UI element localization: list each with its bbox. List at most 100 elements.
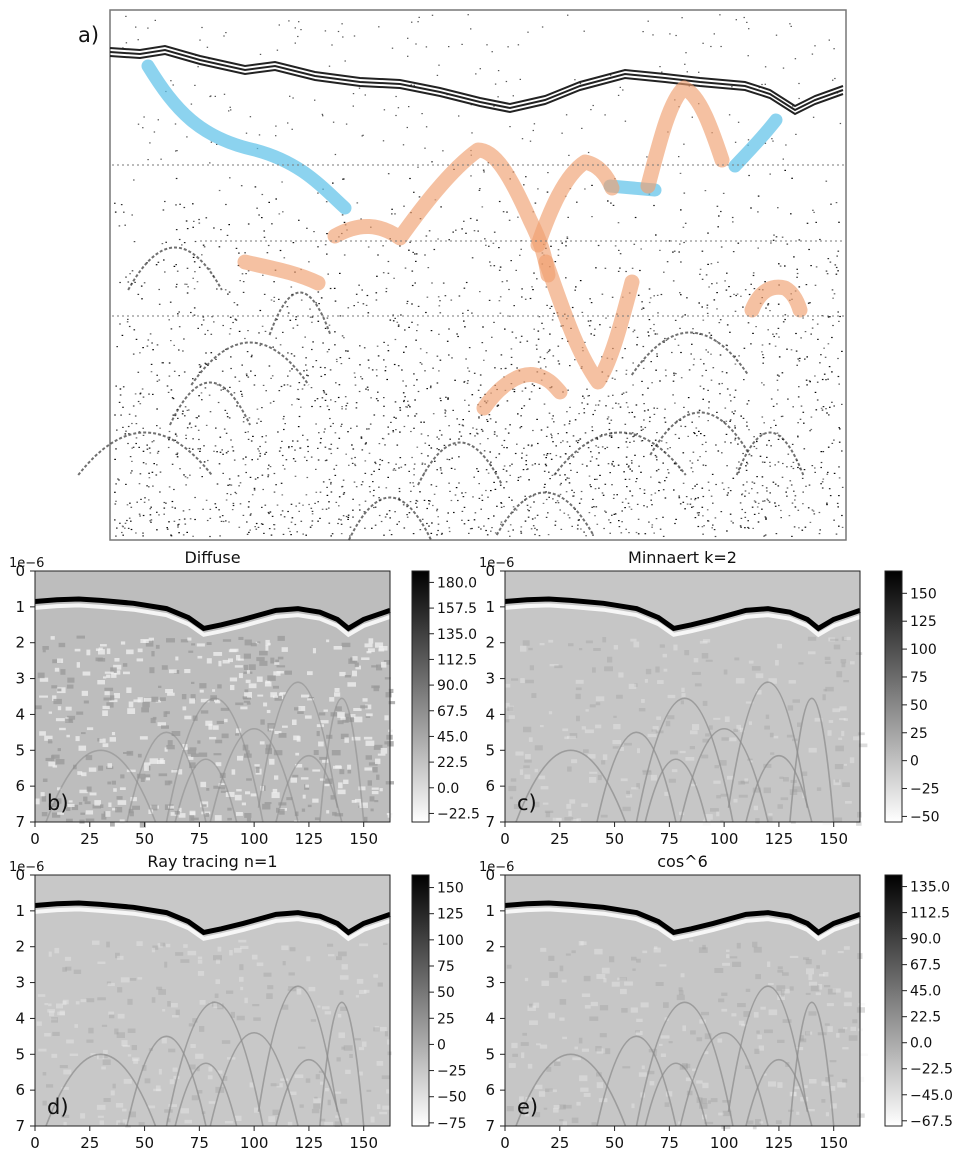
clutter-cell (189, 698, 195, 704)
speckle-dot (777, 485, 780, 487)
clutter-cell (699, 1103, 708, 1109)
speckle-dot (133, 241, 136, 243)
speckle-dot (680, 351, 682, 354)
clutter-cell (857, 732, 865, 736)
y-tick-label: 3 (485, 670, 495, 688)
speckle-dot (773, 419, 775, 421)
speckle-dot (531, 383, 534, 385)
speckle-dot (205, 363, 207, 365)
speckle-dot (685, 52, 687, 54)
clutter-cell (267, 675, 276, 681)
clutter-cell (244, 639, 252, 646)
speckle-dot (777, 389, 779, 391)
speckle-dot (121, 531, 123, 534)
clutter-cell (239, 976, 244, 982)
clutter-cell (137, 697, 143, 703)
clutter-cell (808, 1011, 817, 1016)
speckle-dot (547, 512, 549, 514)
speckle-dot (500, 368, 502, 370)
speckle-dot (621, 510, 623, 512)
clutter-cell (110, 821, 115, 827)
speckle-dot (337, 396, 340, 399)
clutter-cell (80, 812, 85, 815)
speckle-dot (626, 486, 628, 488)
clutter-cell (249, 1082, 255, 1088)
speckle-dot (151, 342, 153, 344)
speckle-dot (533, 328, 535, 330)
speckle-dot (183, 474, 185, 476)
speckle-dot (534, 202, 537, 204)
speckle-dot (623, 471, 625, 473)
speckle-dot (510, 356, 513, 358)
speckle-dot (610, 202, 612, 204)
speckle-dot (182, 534, 185, 536)
speckle-dot (569, 365, 571, 367)
x-tick-label: 75 (660, 1134, 679, 1152)
speckle-dot (317, 447, 319, 449)
diffraction-hyperbola (174, 758, 238, 823)
diffraction-hyperbola (257, 681, 339, 808)
speckle-dot (528, 510, 530, 512)
speckle-dot (734, 310, 737, 312)
speckle-dot (194, 518, 196, 521)
clutter-cell (340, 1006, 348, 1011)
speckle-dot (655, 456, 658, 458)
speckle-dot (836, 502, 839, 504)
clutter-cell (351, 800, 357, 803)
speckle-dot (621, 521, 623, 523)
speckle-dot (841, 450, 843, 452)
speckle-dot (168, 521, 170, 523)
speckle-dot (247, 431, 249, 433)
speckle-dot (149, 508, 152, 510)
surface-echo (504, 596, 861, 632)
speckle-dot (565, 432, 568, 434)
clutter-cell (365, 704, 372, 710)
speckle-dot (360, 218, 362, 220)
speckle-dot (770, 445, 772, 447)
speckle-dot (671, 351, 673, 354)
speckle-dot (281, 494, 284, 496)
speckle-dot (477, 470, 480, 472)
colorbar-tick-label: 90.0 (437, 678, 468, 694)
speckle-dot (559, 474, 561, 476)
speckle-dot (419, 348, 422, 350)
speckle-dot (364, 527, 366, 529)
speckle-dot (692, 506, 695, 508)
y-tick-label: 7 (15, 1117, 25, 1135)
speckle-dot (351, 462, 354, 464)
speckle-dot (200, 392, 203, 394)
speckle-dot (478, 189, 481, 191)
clutter-cell (823, 688, 827, 692)
speckle-dot (119, 522, 121, 524)
speckle-dot (314, 99, 316, 101)
speckle-dot (594, 515, 596, 517)
clutter-cell (281, 1004, 289, 1010)
speckle-dot (166, 385, 169, 387)
speckle-dot (767, 303, 770, 305)
speckle-dot (690, 467, 693, 469)
speckle-dot (568, 477, 570, 479)
speckle-dot (531, 464, 534, 466)
speckle-dot (291, 517, 294, 519)
speckle-dot (206, 46, 209, 48)
speckle-dot (743, 16, 745, 19)
clutter-cell (808, 981, 818, 986)
clutter-cell (347, 682, 356, 687)
clutter-cell (599, 1033, 607, 1038)
clutter-cell (379, 646, 388, 651)
clutter-cell (213, 753, 222, 756)
speckle-dot (185, 220, 188, 222)
speckle-dot (536, 348, 538, 350)
speckle-dot (486, 420, 489, 422)
speckle-dot (421, 363, 423, 365)
speckle-dot (533, 385, 535, 387)
speckle-dot (720, 246, 723, 248)
speckle-dot (521, 407, 523, 409)
speckle-dot (774, 483, 777, 485)
clutter-cell (704, 814, 713, 820)
speckle-dot (175, 453, 178, 455)
clutter-cell (117, 1122, 126, 1126)
speckle-dot (733, 396, 736, 398)
clutter-cell (338, 782, 343, 789)
clutter-cell (708, 725, 713, 730)
